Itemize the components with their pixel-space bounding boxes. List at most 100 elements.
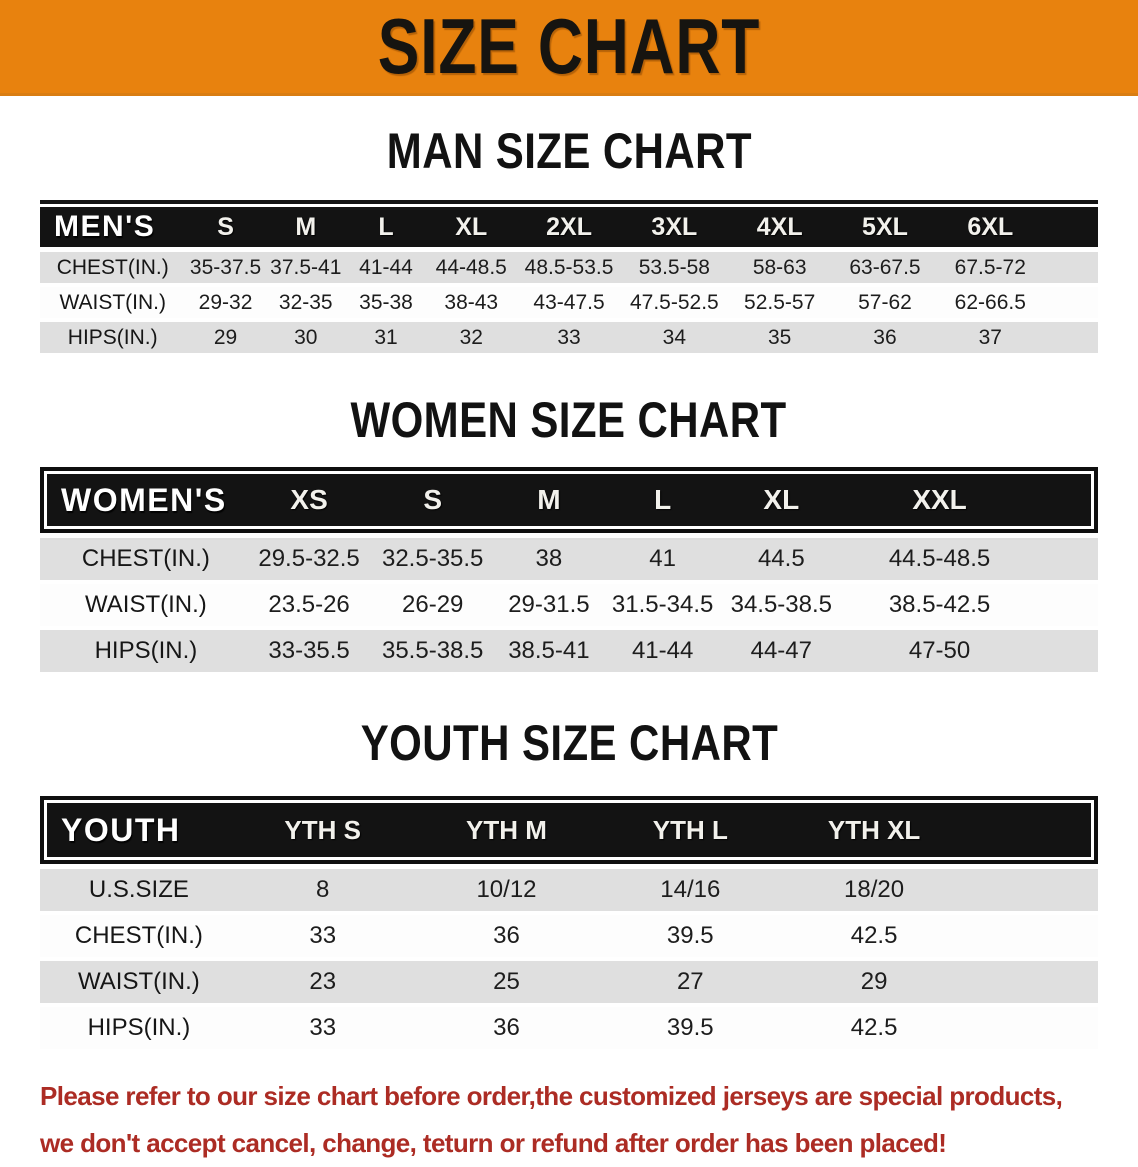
- size-value-cell: 52.5-57: [744, 290, 816, 314]
- row-label: WAIST(IN.): [85, 591, 207, 618]
- table-header-row: MEN'S S M L XL 2XL 3XL 4XL 5XL 6XL: [40, 207, 1098, 247]
- size-value-cell: 32-35: [278, 290, 333, 314]
- size-column-header: XS: [290, 484, 328, 515]
- size-value-cell: 38.5-41: [508, 637, 590, 664]
- size-column-header: L: [378, 212, 394, 241]
- row-label: CHEST(IN.): [74, 922, 203, 949]
- size-column-header: 4XL: [756, 212, 803, 241]
- table-body: CHEST(IN.) 29.5-32.5 32.5-35.5 38 41 44.5 44.5…: [40, 538, 1098, 672]
- man-size-chart-section: MAN SIZE CHART MEN'S S M L XL 2XL 3XL 4XL 5XL 6XL…: [0, 122, 1138, 353]
- size-value-cell: 47-50: [908, 637, 971, 664]
- size-value-cell: 32: [459, 325, 483, 349]
- row-label: WAIST(IN.): [59, 290, 166, 314]
- size-column-header: 2XL: [546, 212, 592, 241]
- women-size-table: WOMEN'S XS S M L XL XXL CHEST(IN.) 29.5-32.5 32.5…: [40, 467, 1098, 672]
- size-value-cell: 29-31.5: [508, 591, 590, 618]
- size-value-cell: 23.5-26: [268, 591, 350, 618]
- size-value-cell: 14/16: [660, 876, 721, 903]
- table-row: HIPS(IN.) 33 36 39.5 42.5: [40, 1007, 1098, 1049]
- men-size-table: MEN'S S M L XL 2XL 3XL 4XL 5XL 6XL CHEST(IN.) 35-37…: [40, 200, 1098, 353]
- size-column-header: 3XL: [651, 212, 698, 241]
- size-value-cell: 23: [309, 968, 337, 995]
- size-value-cell: 8: [316, 876, 330, 903]
- table-header-frame: WOMEN'S XS S M L XL XXL: [40, 467, 1098, 533]
- size-value-cell: 27: [676, 968, 704, 995]
- table-header-row: YOUTH YTH S YTH M YTH L YTH XL: [47, 803, 1091, 857]
- size-value-cell: 33: [309, 922, 337, 949]
- size-value-cell: 34: [662, 325, 687, 349]
- size-value-cell: 33-35.5: [268, 637, 350, 664]
- table-corner-label: YOUTH: [61, 811, 181, 848]
- size-value-cell: 47.5-52.5: [629, 290, 719, 314]
- size-chart-banner: SIZE CHART: [0, 0, 1138, 96]
- women-section-title: WOMEN SIZE CHART: [350, 392, 788, 448]
- size-value-cell: 37: [978, 325, 1002, 349]
- table-header-row: WOMEN'S XS S M L XL XXL: [47, 474, 1091, 526]
- size-value-cell: 33: [309, 1014, 337, 1041]
- size-column-header: YTH M: [466, 814, 547, 845]
- row-label: HIPS(IN.): [67, 325, 158, 349]
- size-value-cell: 35.5-38.5: [381, 637, 484, 664]
- size-value-cell: 29: [213, 325, 238, 349]
- size-value-cell: 44.5: [757, 545, 805, 572]
- size-value-cell: 62-66.5: [954, 290, 1026, 314]
- row-label: WAIST(IN.): [78, 968, 200, 995]
- size-value-cell: 35: [767, 325, 792, 349]
- size-value-cell: 53.5-58: [638, 255, 710, 279]
- size-column-header: 6XL: [967, 212, 1014, 241]
- table-body: U.S.SIZE 8 10/12 14/16 18/20 CHEST(IN.) 33 36 39…: [40, 869, 1098, 1049]
- size-value-cell: 58-63: [752, 255, 807, 279]
- row-label: U.S.SIZE: [88, 876, 189, 903]
- size-value-cell: 35-37.5: [189, 255, 262, 279]
- disclaimer-note: Please refer to our size chart before or…: [40, 1073, 1138, 1167]
- disclaimer-line-2: we don't accept cancel, change, teturn o…: [40, 1128, 947, 1158]
- size-value-cell: 38.5-42.5: [888, 591, 991, 618]
- size-value-cell: 44-48.5: [435, 255, 507, 279]
- size-column-header: XXL: [912, 484, 967, 515]
- table-header-frame: MEN'S S M L XL 2XL 3XL 4XL 5XL 6XL: [40, 200, 1098, 247]
- disclaimer-line-1: Please refer to our size chart before or…: [40, 1081, 1063, 1111]
- size-value-cell: 39.5: [666, 922, 714, 949]
- table-header-frame: YOUTH YTH S YTH M YTH L YTH XL: [40, 796, 1098, 864]
- table-row: WAIST(IN.) 29-32 32-35 35-38 38-43 43-47.5 47.…: [40, 287, 1098, 318]
- table-body: CHEST(IN.) 35-37.5 37.5-41 41-44 44-48.5 48.5…: [40, 252, 1098, 353]
- size-column-header: YTH S: [284, 814, 361, 845]
- table-row: WAIST(IN.) 23.5-26 26-29 29-31.5 31.5-34.5 34…: [40, 584, 1098, 626]
- size-value-cell: 67.5-72: [954, 255, 1026, 279]
- row-label: HIPS(IN.): [94, 637, 198, 664]
- youth-size-chart-section: YOUTH SIZE CHART YOUTH YTH S YTH M YTH L YTH…: [0, 714, 1138, 1049]
- table-row: CHEST(IN.) 35-37.5 37.5-41 41-44 44-48.5 48.5…: [40, 252, 1098, 283]
- row-label: HIPS(IN.): [87, 1014, 191, 1041]
- table-row: WAIST(IN.) 23 25 27 29: [40, 961, 1098, 1003]
- size-value-cell: 37.5-41: [270, 255, 342, 279]
- size-value-cell: 31.5-34.5: [611, 591, 714, 618]
- size-value-cell: 18/20: [844, 876, 905, 903]
- table-corner-label: WOMEN'S: [61, 481, 227, 518]
- size-value-cell: 44-47: [750, 637, 812, 664]
- size-value-cell: 43-47.5: [533, 290, 605, 314]
- size-column-header: M: [295, 212, 317, 241]
- size-value-cell: 39.5: [666, 1014, 714, 1041]
- youth-size-table: YOUTH YTH S YTH M YTH L YTH XL U.S.SIZE 8 10/12…: [40, 796, 1098, 1049]
- size-value-cell: 38-43: [444, 290, 499, 314]
- size-value-cell: 29.5-32.5: [258, 545, 360, 572]
- size-value-cell: 41-44: [359, 255, 413, 279]
- size-column-header: XL: [763, 484, 800, 515]
- size-value-cell: 34.5-38.5: [730, 591, 833, 618]
- size-value-cell: 10/12: [476, 876, 537, 903]
- size-value-cell: 31: [374, 325, 398, 349]
- table-corner-label: MEN'S: [54, 210, 156, 243]
- youth-section-title: YOUTH SIZE CHART: [360, 715, 778, 771]
- size-value-cell: 29-32: [198, 290, 253, 314]
- size-value-cell: 33: [557, 325, 581, 349]
- size-value-cell: 36: [873, 325, 897, 349]
- size-column-header: S: [423, 484, 443, 515]
- size-value-cell: 25: [493, 968, 520, 995]
- table-row: HIPS(IN.) 29 30 31 32 33 34 35 36 37: [40, 322, 1098, 353]
- size-value-cell: 35-38: [359, 290, 413, 314]
- size-value-cell: 48.5-53.5: [524, 255, 614, 279]
- size-value-cell: 41-44: [631, 637, 694, 664]
- size-value-cell: 42.5: [850, 922, 898, 949]
- man-section-title: MAN SIZE CHART: [386, 123, 752, 179]
- size-column-header: XL: [455, 212, 488, 241]
